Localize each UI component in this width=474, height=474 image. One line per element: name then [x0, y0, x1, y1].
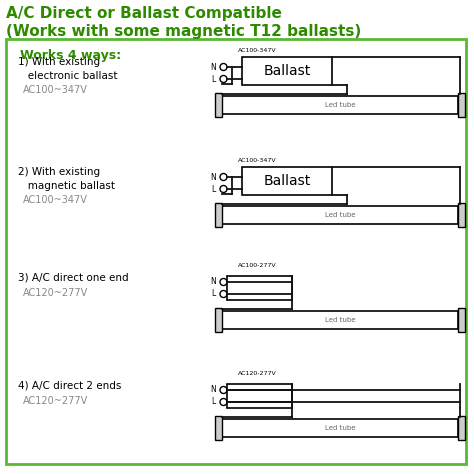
Bar: [242, 57, 332, 85]
Bar: [227, 384, 292, 408]
Text: AC120~277V: AC120~277V: [23, 396, 88, 406]
Text: Led tube: Led tube: [325, 317, 355, 323]
Text: L: L: [212, 184, 216, 193]
Text: A/C Direct or Ballast Compatible: A/C Direct or Ballast Compatible: [6, 6, 282, 21]
Text: 2) With existing: 2) With existing: [18, 167, 100, 177]
Text: AC120-277V: AC120-277V: [238, 371, 277, 376]
Text: L: L: [212, 74, 216, 83]
Bar: [222, 419, 458, 437]
Text: N: N: [210, 173, 216, 182]
Text: magnetic ballast: magnetic ballast: [18, 181, 115, 191]
Bar: [458, 203, 465, 227]
Text: (Works with some magnetic T12 ballasts): (Works with some magnetic T12 ballasts): [6, 24, 361, 39]
Text: Led tube: Led tube: [325, 425, 355, 431]
Bar: [458, 93, 465, 117]
Text: 4) A/C direct 2 ends: 4) A/C direct 2 ends: [18, 380, 121, 390]
Text: N: N: [210, 277, 216, 286]
Bar: [458, 416, 465, 440]
Text: electronic ballast: electronic ballast: [18, 71, 118, 81]
Text: N: N: [210, 385, 216, 394]
Bar: [215, 93, 222, 117]
Bar: [222, 96, 458, 114]
Bar: [242, 167, 332, 195]
Text: L: L: [212, 290, 216, 299]
Text: Ballast: Ballast: [264, 64, 310, 78]
Bar: [458, 308, 465, 332]
Text: 3) A/C direct one end: 3) A/C direct one end: [18, 272, 128, 282]
Text: AC120~277V: AC120~277V: [23, 288, 88, 298]
Text: AC100-347V: AC100-347V: [238, 158, 277, 163]
Text: L: L: [212, 398, 216, 407]
Bar: [222, 311, 458, 329]
Text: Ballast: Ballast: [264, 174, 310, 188]
Bar: [227, 276, 292, 300]
Text: AC100-277V: AC100-277V: [238, 263, 277, 268]
Text: 1) With existing: 1) With existing: [18, 57, 100, 67]
Text: Led tube: Led tube: [325, 102, 355, 108]
Bar: [222, 206, 458, 224]
Text: AC100~347V: AC100~347V: [23, 195, 88, 205]
Bar: [215, 308, 222, 332]
Text: AC100~347V: AC100~347V: [23, 85, 88, 95]
Text: N: N: [210, 63, 216, 72]
Text: AC100-347V: AC100-347V: [238, 48, 277, 53]
Bar: [215, 203, 222, 227]
Text: Led tube: Led tube: [325, 212, 355, 218]
Bar: [215, 416, 222, 440]
Bar: [6, 39, 466, 464]
Text: Works 4 ways:: Works 4 ways:: [20, 49, 121, 62]
